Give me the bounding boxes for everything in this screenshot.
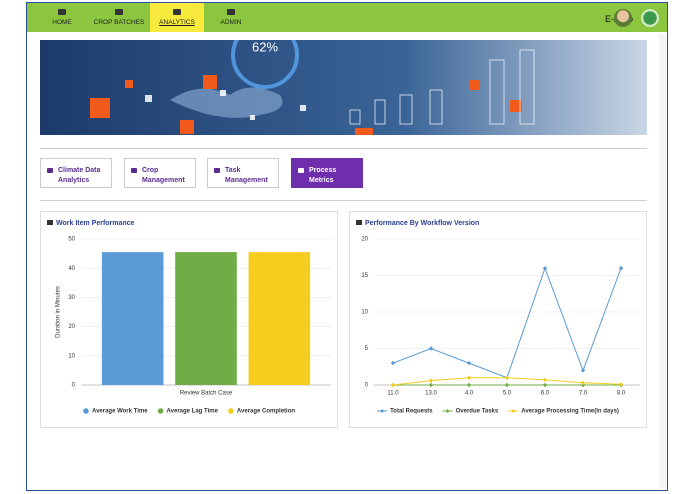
legend-swatch bbox=[83, 408, 89, 414]
x-tick-label: 4.0 bbox=[465, 391, 474, 397]
nav-admin[interactable]: ADMIN bbox=[213, 3, 249, 32]
legend-label: Average Processing Time(In days) bbox=[521, 409, 619, 415]
marker bbox=[542, 266, 548, 271]
panel: Performance By Workflow Version 0 5 10 15 20 1… bbox=[349, 211, 647, 428]
ring bbox=[231, 40, 299, 89]
marker bbox=[618, 266, 624, 271]
marker bbox=[466, 382, 472, 388]
legend-label: Average Lag Time bbox=[167, 409, 219, 415]
chart: Work Item Performance Duration in Minutes… bbox=[47, 220, 331, 415]
legend: Total Requests Overdue Tasks Average Proce… bbox=[377, 409, 619, 415]
y-tick-label: 40 bbox=[68, 266, 75, 272]
line bbox=[392, 266, 622, 379]
bar-sketch bbox=[349, 49, 535, 125]
banner-bg bbox=[40, 40, 647, 135]
nav-crop-batches[interactable]: CROP BATCHES bbox=[91, 3, 147, 32]
marker bbox=[428, 378, 434, 383]
tab[interactable]: Process Metrics bbox=[291, 158, 363, 188]
marker bbox=[466, 360, 472, 366]
bar bbox=[101, 252, 164, 385]
legend: Average Work Time Average Lag Time Average… bbox=[83, 408, 295, 415]
legend-label: Total Requests bbox=[390, 409, 433, 415]
y-tick-label: 20 bbox=[361, 237, 368, 243]
x-tick-label: 6.0 bbox=[541, 391, 550, 397]
legend-label: Overdue Tasks bbox=[456, 409, 499, 415]
y-tick-label: 5 bbox=[365, 346, 369, 352]
nav-label: ADMIN bbox=[220, 19, 242, 26]
marker bbox=[542, 382, 548, 388]
top-nav: HOME CROP BATCHES ANALYTICS ADMIN E-Agro bbox=[27, 3, 667, 32]
legend-label: Average Work Time bbox=[92, 409, 148, 415]
marker bbox=[428, 382, 434, 388]
world-map bbox=[170, 87, 283, 118]
x-tick-label: 8.0 bbox=[617, 391, 626, 397]
x-tick-label: 11.0 bbox=[387, 391, 399, 397]
marker bbox=[390, 382, 396, 388]
chart-title: Performance By Workflow Version bbox=[365, 220, 479, 227]
scrollbar[interactable] bbox=[659, 34, 666, 488]
globe-icon[interactable] bbox=[641, 9, 659, 27]
divider bbox=[40, 148, 647, 149]
squares-white bbox=[145, 90, 306, 120]
nav-label: HOME bbox=[52, 19, 72, 26]
marker bbox=[428, 346, 434, 351]
marker bbox=[618, 382, 624, 387]
legend-swatch bbox=[511, 409, 516, 413]
y-tick-label: 50 bbox=[68, 237, 75, 243]
legend-swatch bbox=[380, 409, 385, 413]
divider bbox=[40, 200, 647, 201]
nav-label: CROP BATCHES bbox=[93, 19, 145, 26]
x-tick-label: 5.0 bbox=[503, 391, 512, 397]
chart-title: Work Item Performance bbox=[56, 220, 135, 227]
banner: 62% bbox=[40, 40, 647, 135]
tab[interactable]: Climate Data Analytics bbox=[40, 158, 112, 188]
tab[interactable]: Task Management bbox=[207, 158, 279, 188]
bar bbox=[175, 252, 237, 385]
y-tick-label: 15 bbox=[361, 273, 368, 279]
legend-swatch bbox=[228, 408, 234, 414]
legend-swatch bbox=[157, 408, 164, 414]
marker bbox=[466, 375, 472, 380]
window-frame bbox=[26, 2, 668, 491]
legend-label: Average Completion bbox=[237, 409, 295, 415]
x-tick-label: 13.0 bbox=[425, 391, 437, 397]
y-tick-label: 30 bbox=[68, 295, 75, 301]
title-icon bbox=[356, 220, 362, 225]
panel: Work Item Performance Duration in Minutes… bbox=[40, 211, 338, 428]
y-axis-label: Duration in Minutes bbox=[56, 286, 62, 338]
marker bbox=[580, 380, 586, 386]
y-tick-label: 0 bbox=[365, 383, 369, 389]
bar bbox=[248, 252, 311, 385]
x-tick-label: Review Batch Case bbox=[180, 391, 233, 397]
tab[interactable]: Crop Management bbox=[124, 158, 196, 188]
legend-swatch bbox=[445, 409, 450, 413]
y-tick-label: 10 bbox=[361, 310, 368, 316]
nav-home[interactable]: HOME bbox=[43, 3, 81, 32]
y-tick-label: 0 bbox=[72, 383, 76, 389]
banner-text: 62% bbox=[252, 40, 278, 54]
y-tick-label: 20 bbox=[68, 324, 75, 330]
marker bbox=[390, 360, 396, 366]
nav-label: ANALYTICS bbox=[159, 19, 195, 26]
marker bbox=[542, 377, 548, 383]
marker bbox=[504, 382, 510, 388]
marker bbox=[504, 375, 510, 380]
x-tick-label: 7.0 bbox=[579, 391, 588, 397]
squares bbox=[90, 75, 522, 135]
marker bbox=[580, 368, 586, 373]
user-avatar[interactable] bbox=[614, 9, 632, 27]
y-tick-label: 10 bbox=[68, 353, 75, 359]
nav-analytics[interactable]: ANALYTICS bbox=[150, 3, 204, 32]
chart: Performance By Workflow Version 0 5 10 15 20 1… bbox=[356, 220, 640, 415]
title-icon bbox=[47, 220, 53, 225]
